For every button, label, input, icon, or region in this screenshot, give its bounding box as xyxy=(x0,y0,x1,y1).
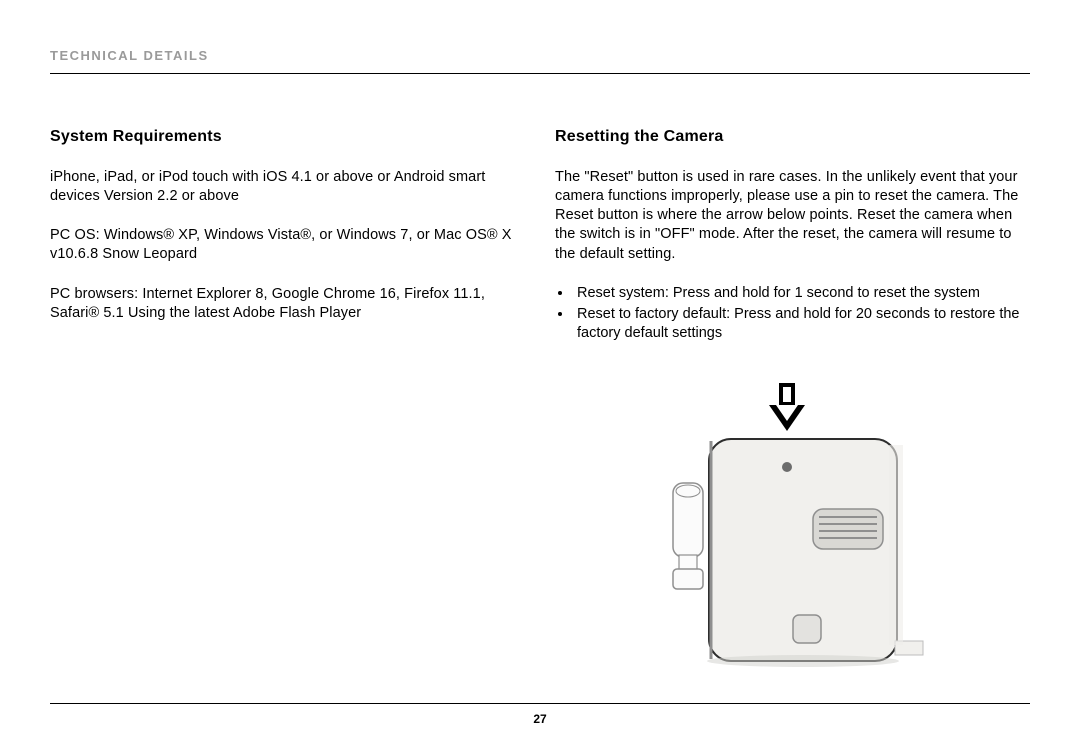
sysreq-paragraph-2: PC OS: Windows® XP, Windows Vista®, or W… xyxy=(50,226,525,264)
reset-intro: The "Reset" button is used in rare cases… xyxy=(555,168,1030,264)
reset-bullet-list: Reset system: Press and hold for 1 secon… xyxy=(555,284,1030,343)
section-header-label: TECHNICAL DETAILS xyxy=(50,48,209,63)
two-column-layout: System Requirements iPhone, iPad, or iPo… xyxy=(50,128,1030,673)
right-column: Resetting the Camera The "Reset" button … xyxy=(555,128,1030,673)
sysreq-heading: System Requirements xyxy=(50,128,525,146)
footer-rule xyxy=(50,703,1030,704)
reset-bullet-2: Reset to factory default: Press and hold… xyxy=(573,305,1030,343)
antenna xyxy=(673,483,703,589)
down-arrow-icon xyxy=(769,383,805,431)
sysreq-paragraph-1: iPhone, iPad, or iPod touch with iOS 4.1… xyxy=(50,168,525,206)
page-number: 27 xyxy=(0,712,1080,726)
speaker-grille xyxy=(813,509,883,549)
sysreq-paragraph-3: PC browsers: Internet Explorer 8, Google… xyxy=(50,285,525,323)
camera-figure xyxy=(555,383,1030,673)
reset-heading: Resetting the Camera xyxy=(555,128,1030,146)
section-header: TECHNICAL DETAILS xyxy=(50,48,1030,74)
reset-bullet-1: Reset system: Press and hold for 1 secon… xyxy=(573,284,1030,303)
reset-pinhole-icon xyxy=(782,462,792,472)
square-button xyxy=(793,615,821,643)
camera-diagram-svg xyxy=(643,383,943,673)
manual-page: TECHNICAL DETAILS System Requirements iP… xyxy=(0,0,1080,756)
left-column: System Requirements iPhone, iPad, or iPo… xyxy=(50,128,525,673)
